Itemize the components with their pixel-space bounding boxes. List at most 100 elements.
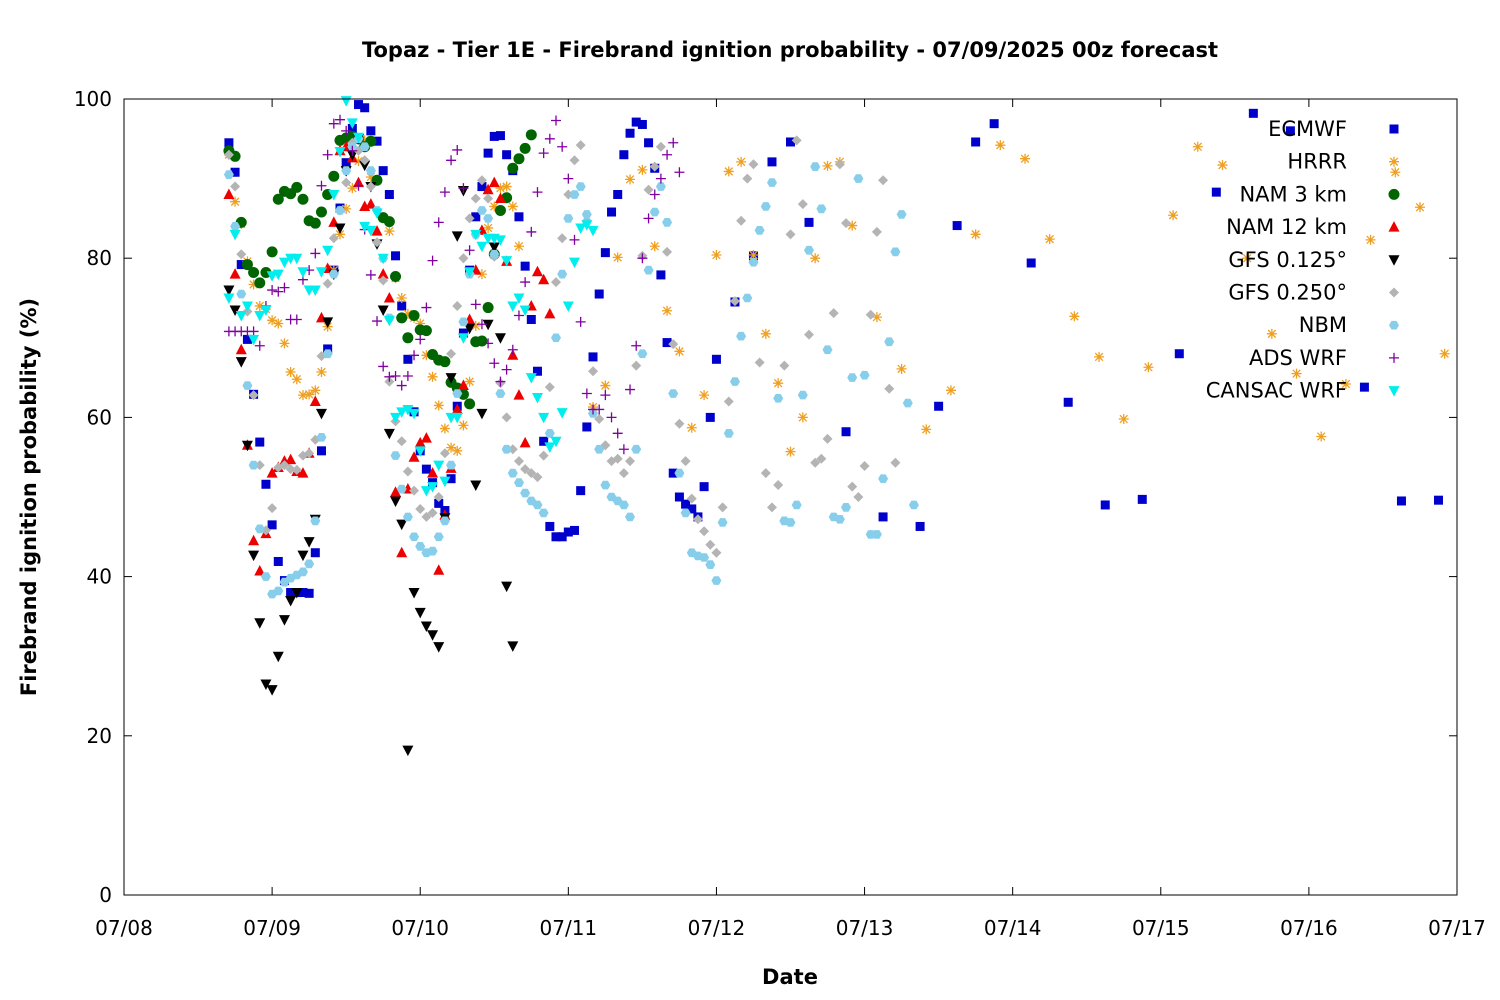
data-point <box>804 217 814 227</box>
data-point <box>859 460 870 471</box>
data-point <box>365 225 377 237</box>
data-point <box>526 468 537 479</box>
data-point <box>390 496 402 507</box>
data-point <box>501 256 513 267</box>
data-point <box>309 285 321 297</box>
data-point <box>692 514 703 525</box>
data-point <box>396 407 408 418</box>
data-point <box>384 190 394 200</box>
data-point <box>723 166 734 177</box>
data-point <box>421 464 431 474</box>
data-point <box>612 453 623 464</box>
data-point <box>390 371 401 382</box>
data-point <box>273 286 284 297</box>
data-point <box>766 502 777 513</box>
data-point <box>266 271 278 282</box>
data-point <box>575 316 586 327</box>
data-point <box>285 367 296 378</box>
data-point <box>526 226 537 237</box>
data-point <box>563 214 574 223</box>
data-point <box>1285 126 1295 136</box>
data-point <box>366 126 376 136</box>
data-point <box>328 269 339 279</box>
data-point <box>514 478 524 487</box>
data-point <box>723 429 734 438</box>
y-axis-label: Firebrand ignition probability (%) <box>17 298 41 696</box>
data-point <box>254 340 265 351</box>
data-point <box>353 132 365 144</box>
data-point <box>322 149 333 160</box>
data-point <box>353 180 364 191</box>
data-point <box>686 493 697 504</box>
legend-marker <box>1389 124 1399 134</box>
data-point <box>378 361 389 372</box>
data-point <box>526 314 536 324</box>
data-point <box>600 480 611 490</box>
data-point <box>476 175 487 186</box>
data-point <box>507 301 519 312</box>
series-ads-wrf <box>223 114 685 455</box>
data-point <box>600 248 610 258</box>
data-point <box>934 401 944 411</box>
data-point <box>396 546 408 558</box>
data-point <box>847 220 858 231</box>
data-point <box>396 519 408 531</box>
legend-label: NAM 12 km <box>1226 215 1347 239</box>
data-point <box>446 348 457 359</box>
data-point <box>322 245 334 257</box>
data-point <box>451 403 463 414</box>
data-point <box>267 285 278 296</box>
data-point <box>408 451 420 462</box>
data-point <box>285 595 297 607</box>
data-point <box>254 300 265 311</box>
data-point <box>995 140 1006 151</box>
data-point <box>365 135 377 147</box>
data-point <box>273 318 284 329</box>
data-point <box>470 193 481 204</box>
data-point <box>513 310 524 321</box>
data-point <box>902 398 913 408</box>
data-point <box>563 189 574 200</box>
data-point <box>397 301 407 311</box>
data-point <box>248 326 259 337</box>
data-point <box>1174 349 1184 359</box>
data-point <box>519 142 531 154</box>
data-point <box>297 390 308 401</box>
data-point <box>353 156 364 167</box>
data-point <box>507 344 518 355</box>
data-point <box>1211 187 1221 197</box>
data-point <box>637 253 648 264</box>
data-point <box>797 199 808 210</box>
data-point <box>520 261 530 271</box>
data-point <box>810 253 821 264</box>
data-point <box>797 390 808 400</box>
data-points <box>223 96 1450 757</box>
data-point <box>538 148 549 159</box>
data-point <box>513 293 525 304</box>
data-point <box>531 393 543 404</box>
data-point <box>847 373 858 382</box>
x-tick-label: 07/17 <box>1428 916 1486 940</box>
legend-label: ADS WRF <box>1249 346 1347 370</box>
data-point <box>607 207 617 217</box>
data-point <box>519 305 531 316</box>
data-point <box>248 390 259 401</box>
data-point <box>322 349 333 359</box>
data-point <box>538 450 549 461</box>
data-point <box>878 512 888 522</box>
data-point <box>494 333 506 344</box>
data-point <box>569 190 580 199</box>
data-point <box>680 456 691 467</box>
data-point <box>359 135 370 146</box>
data-point <box>267 315 278 326</box>
data-point <box>347 145 358 156</box>
data-point <box>279 338 290 349</box>
data-point <box>489 249 500 259</box>
data-point <box>495 376 506 387</box>
data-point <box>557 141 568 152</box>
data-point <box>433 217 444 228</box>
data-point <box>625 512 635 522</box>
data-point <box>470 299 481 310</box>
data-point <box>322 317 334 328</box>
data-point <box>1063 397 1073 407</box>
